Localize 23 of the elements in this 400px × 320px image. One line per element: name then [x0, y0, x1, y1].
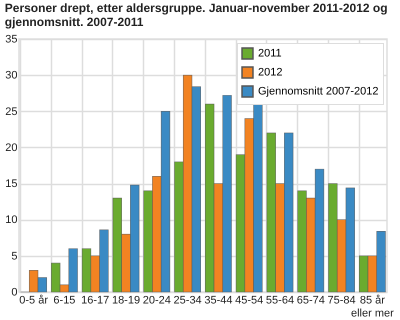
- x-tick-label: 18-19: [112, 294, 140, 306]
- x-tick-label: 16-17: [81, 294, 110, 306]
- y-tick-label: 5: [11, 250, 18, 262]
- legend-label: 2012: [258, 66, 282, 78]
- x-tick-label: 55-64: [266, 294, 294, 306]
- y-tick-label: 30: [5, 70, 18, 82]
- x-tick-label: 45-54: [235, 294, 264, 306]
- x-tick-label: 75-84: [328, 294, 356, 306]
- y-tick-label: 20: [5, 142, 18, 154]
- x-tick-label: 6-15: [53, 294, 76, 306]
- x-tick-label: 0-5 år: [19, 294, 48, 306]
- y-tick-label: 35: [5, 34, 18, 46]
- x-tick-label: 20-24: [142, 294, 171, 306]
- x-tick-label: 25-34: [174, 294, 202, 306]
- y-tick-label: 25: [5, 106, 18, 118]
- legend-label: 2011: [258, 48, 282, 60]
- y-tick-label: 15: [5, 178, 18, 190]
- x-tick-label: 65-74: [296, 294, 325, 306]
- legend-label: Gjennomsnitt 2007-2012: [258, 86, 378, 98]
- y-tick-label: 0: [11, 286, 18, 298]
- y-tick-label: 10: [5, 214, 18, 226]
- x-tick-label: 35-44: [204, 294, 232, 306]
- chart-title: Personer drept, etter aldersgruppe. Januar-november 2011-2012 og gjennomsnitt. 2007-2011: [4, 1, 388, 29]
